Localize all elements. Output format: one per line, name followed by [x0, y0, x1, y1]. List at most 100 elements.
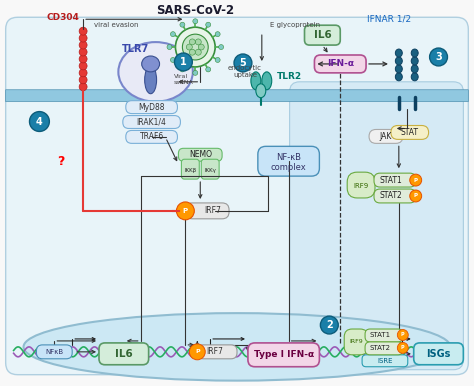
FancyBboxPatch shape [391, 125, 428, 139]
Text: CD304: CD304 [47, 13, 80, 22]
Text: TLR7: TLR7 [122, 44, 149, 54]
Circle shape [79, 48, 87, 56]
Text: STAT1: STAT1 [369, 332, 391, 339]
Text: P: P [414, 178, 418, 183]
FancyBboxPatch shape [414, 343, 464, 365]
FancyBboxPatch shape [182, 159, 199, 179]
Text: P: P [401, 332, 405, 337]
Text: P: P [414, 193, 418, 198]
Text: NFκB: NFκB [45, 349, 64, 355]
Circle shape [79, 55, 87, 63]
Circle shape [79, 69, 87, 77]
Ellipse shape [262, 72, 272, 90]
Text: ISGs: ISGs [426, 349, 451, 359]
Text: endocytic
uptake: endocytic uptake [228, 65, 262, 78]
Text: TLR2: TLR2 [277, 72, 302, 81]
Circle shape [397, 342, 408, 353]
Text: IRF9: IRF9 [349, 339, 363, 344]
FancyBboxPatch shape [304, 25, 340, 45]
FancyBboxPatch shape [374, 189, 416, 203]
Text: IFNAR 1/2: IFNAR 1/2 [367, 15, 411, 24]
Circle shape [189, 344, 205, 360]
Circle shape [167, 44, 172, 49]
FancyBboxPatch shape [197, 345, 237, 359]
Circle shape [79, 41, 87, 49]
Circle shape [171, 32, 175, 37]
FancyBboxPatch shape [314, 55, 366, 73]
Circle shape [215, 32, 220, 37]
Circle shape [397, 330, 408, 340]
Text: STAT: STAT [401, 128, 419, 137]
Text: STAT2: STAT2 [380, 191, 402, 200]
Text: IKKβ: IKKβ [184, 168, 196, 173]
FancyBboxPatch shape [365, 329, 403, 342]
Ellipse shape [118, 42, 193, 102]
Circle shape [234, 54, 252, 72]
Ellipse shape [411, 49, 418, 57]
Circle shape [193, 70, 198, 75]
Text: Type I IFN-α: Type I IFN-α [254, 350, 314, 359]
Text: SARS-CoV-2: SARS-CoV-2 [156, 4, 234, 17]
Circle shape [195, 39, 201, 45]
Circle shape [198, 44, 204, 50]
Circle shape [410, 174, 422, 186]
FancyBboxPatch shape [248, 343, 319, 367]
Text: IL6: IL6 [313, 30, 331, 40]
Text: P: P [401, 345, 405, 350]
Ellipse shape [251, 72, 261, 90]
Circle shape [79, 27, 87, 35]
Text: 2: 2 [326, 320, 333, 330]
Text: ISRE: ISRE [377, 358, 392, 364]
Text: 1: 1 [180, 57, 187, 67]
Circle shape [79, 76, 87, 84]
Text: P: P [195, 349, 200, 354]
Circle shape [215, 58, 220, 63]
Circle shape [189, 39, 195, 45]
Circle shape [180, 67, 185, 72]
Circle shape [186, 44, 192, 50]
Text: STAT1: STAT1 [380, 176, 402, 185]
FancyBboxPatch shape [347, 172, 375, 198]
Circle shape [182, 34, 208, 60]
FancyBboxPatch shape [185, 203, 229, 219]
Text: viral evasion: viral evasion [94, 22, 138, 28]
Circle shape [176, 202, 194, 220]
FancyBboxPatch shape [126, 101, 177, 113]
Ellipse shape [411, 65, 418, 73]
Text: TRAF6: TRAF6 [139, 132, 164, 141]
Circle shape [189, 49, 195, 55]
FancyBboxPatch shape [123, 115, 181, 129]
FancyBboxPatch shape [344, 329, 368, 355]
Ellipse shape [256, 84, 266, 98]
FancyBboxPatch shape [290, 82, 464, 370]
FancyBboxPatch shape [178, 148, 222, 161]
Text: E glycoprotein: E glycoprotein [270, 22, 319, 28]
FancyBboxPatch shape [369, 129, 403, 143]
FancyBboxPatch shape [201, 159, 219, 179]
Text: IKKγ: IKKγ [204, 168, 216, 173]
Text: 5: 5 [239, 58, 246, 68]
Ellipse shape [24, 313, 450, 381]
Ellipse shape [395, 49, 402, 57]
FancyBboxPatch shape [126, 130, 177, 143]
Circle shape [193, 19, 198, 24]
FancyBboxPatch shape [365, 342, 403, 355]
Text: IFN-α: IFN-α [327, 59, 354, 68]
FancyBboxPatch shape [6, 17, 468, 375]
Text: 3: 3 [435, 52, 442, 62]
Ellipse shape [395, 65, 402, 73]
Text: JAK: JAK [380, 132, 392, 141]
Text: STAT2: STAT2 [369, 345, 391, 351]
Ellipse shape [395, 57, 402, 65]
Circle shape [180, 22, 185, 27]
Circle shape [174, 53, 192, 71]
Circle shape [29, 112, 49, 132]
Circle shape [320, 316, 338, 334]
Circle shape [206, 67, 210, 72]
Ellipse shape [411, 57, 418, 65]
Text: P: P [183, 208, 188, 214]
Text: IL6: IL6 [115, 349, 133, 359]
FancyBboxPatch shape [374, 173, 416, 187]
Circle shape [79, 62, 87, 70]
FancyBboxPatch shape [258, 146, 319, 176]
